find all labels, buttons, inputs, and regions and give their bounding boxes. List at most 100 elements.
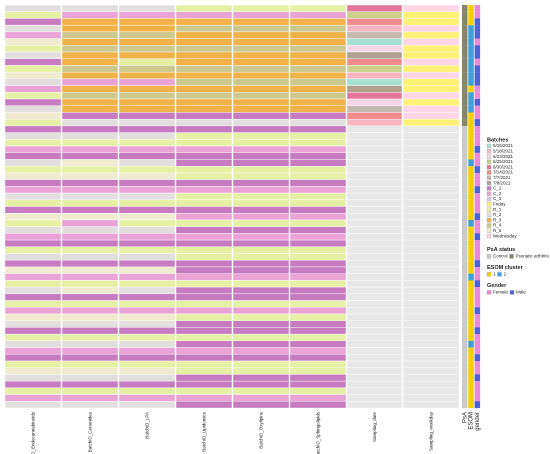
annotation-cell (474, 125, 481, 133)
heatmap-cell (289, 333, 347, 342)
heatmap-cell (118, 4, 176, 12)
heatmap-cell (402, 367, 460, 375)
heatmap-cell (232, 374, 290, 382)
heatmap-cell (118, 145, 176, 153)
heatmap-cell (402, 206, 460, 214)
heatmap-cell (175, 347, 233, 355)
heatmap-cell (4, 313, 62, 321)
heatmap-cell (289, 213, 347, 221)
annotation-cell (474, 18, 481, 26)
heatmap-cell (232, 280, 290, 288)
annotation-cell (474, 246, 481, 254)
legend-label: R_5 (493, 228, 502, 233)
heatmap-cell (289, 11, 347, 19)
heatmap-cell (289, 58, 347, 66)
annotation-cell (474, 25, 481, 32)
heatmap-cell (175, 374, 233, 382)
heatmap-cell (402, 118, 460, 127)
heatmap-cell (175, 213, 233, 221)
heatmap-cell (346, 192, 403, 200)
heatmap-cell (4, 293, 62, 301)
annotation-cell (468, 199, 474, 207)
heatmap-cell (289, 401, 347, 409)
heatmap-cell (61, 313, 119, 321)
heatmap-cell (175, 273, 233, 281)
annotation-cell (474, 226, 481, 234)
heatmap-cell (4, 380, 62, 389)
heatmap-cell (61, 219, 119, 227)
heatmap-cell (61, 132, 119, 140)
heatmap-cell (346, 58, 403, 66)
legend-label: R_4 (493, 223, 502, 228)
heatmap-cell (402, 24, 460, 33)
legend-swatch (486, 218, 492, 223)
heatmap-cell (4, 340, 62, 348)
heatmap-cell (346, 98, 403, 106)
heatmap-cell (118, 65, 176, 73)
heatmap-cell (4, 18, 62, 26)
heatmap-cell (346, 226, 403, 234)
heatmap-cell (289, 186, 347, 194)
heatmap-cell (402, 273, 460, 281)
heatmap-cell (402, 354, 460, 362)
heatmap-cell (4, 320, 62, 328)
annotation-cell (462, 334, 468, 341)
heatmap-cell (4, 360, 62, 368)
heatmap-cell (61, 85, 119, 93)
heatmap-cell (118, 347, 176, 355)
legend-label: 6/25/2021 (493, 159, 514, 164)
heatmap-cell (232, 58, 290, 66)
heatmap-cell (118, 24, 176, 33)
heatmap-cell (61, 71, 119, 80)
column-label: Sampling_date (372, 412, 377, 443)
heatmap-cell (4, 92, 62, 100)
heatmap-cell (289, 85, 347, 93)
heatmap-cell (4, 118, 62, 127)
annotation-cell (468, 38, 474, 46)
annotation-cell (474, 105, 481, 113)
heatmap-cell (175, 58, 233, 66)
annotation-cell (474, 273, 481, 281)
heatmap-cell (402, 340, 460, 348)
heatmap-cell (346, 38, 403, 46)
heatmap-cell (346, 199, 403, 207)
heatmap-cell (61, 206, 119, 214)
annotation-cell (468, 5, 474, 12)
heatmap-cell (4, 159, 62, 167)
legend-label: Male (516, 290, 526, 295)
annotation-cell (474, 58, 481, 66)
heatmap-cell (232, 300, 290, 308)
heatmap-cell (346, 159, 403, 167)
annotation-cell (462, 206, 468, 214)
heatmap-cell (4, 266, 62, 274)
heatmap-cell (175, 360, 233, 368)
legend-swatch (486, 154, 492, 159)
annotation-cell (468, 334, 474, 341)
heatmap-cell (118, 98, 176, 106)
heatmap-cell (118, 266, 176, 274)
heatmap-cell (289, 239, 347, 247)
annotation-cell (462, 307, 468, 315)
annotation-cell (474, 340, 481, 348)
heatmap-cell (4, 85, 62, 93)
annotation-cell (468, 246, 474, 254)
legend-swatch (486, 228, 492, 233)
annotation-cell (462, 313, 468, 321)
annotation-cell (462, 401, 468, 409)
heatmap-cell (232, 199, 290, 207)
annotation-cell (474, 11, 481, 19)
heatmap-cell (402, 11, 460, 19)
annotation-cell (474, 112, 481, 120)
heatmap-cell (175, 387, 233, 395)
annotation-cell (468, 65, 474, 73)
annotation-cell (468, 307, 474, 315)
annotation-cell (468, 327, 474, 335)
annotation-cell (474, 347, 481, 355)
heatmap-cell (232, 401, 290, 409)
heatmap-cell (61, 354, 119, 362)
heatmap-cell (346, 360, 403, 368)
heatmap-cell (232, 333, 290, 342)
annotation-cell (462, 260, 468, 268)
heatmap-cell (118, 85, 176, 93)
heatmap-cell (175, 293, 233, 301)
